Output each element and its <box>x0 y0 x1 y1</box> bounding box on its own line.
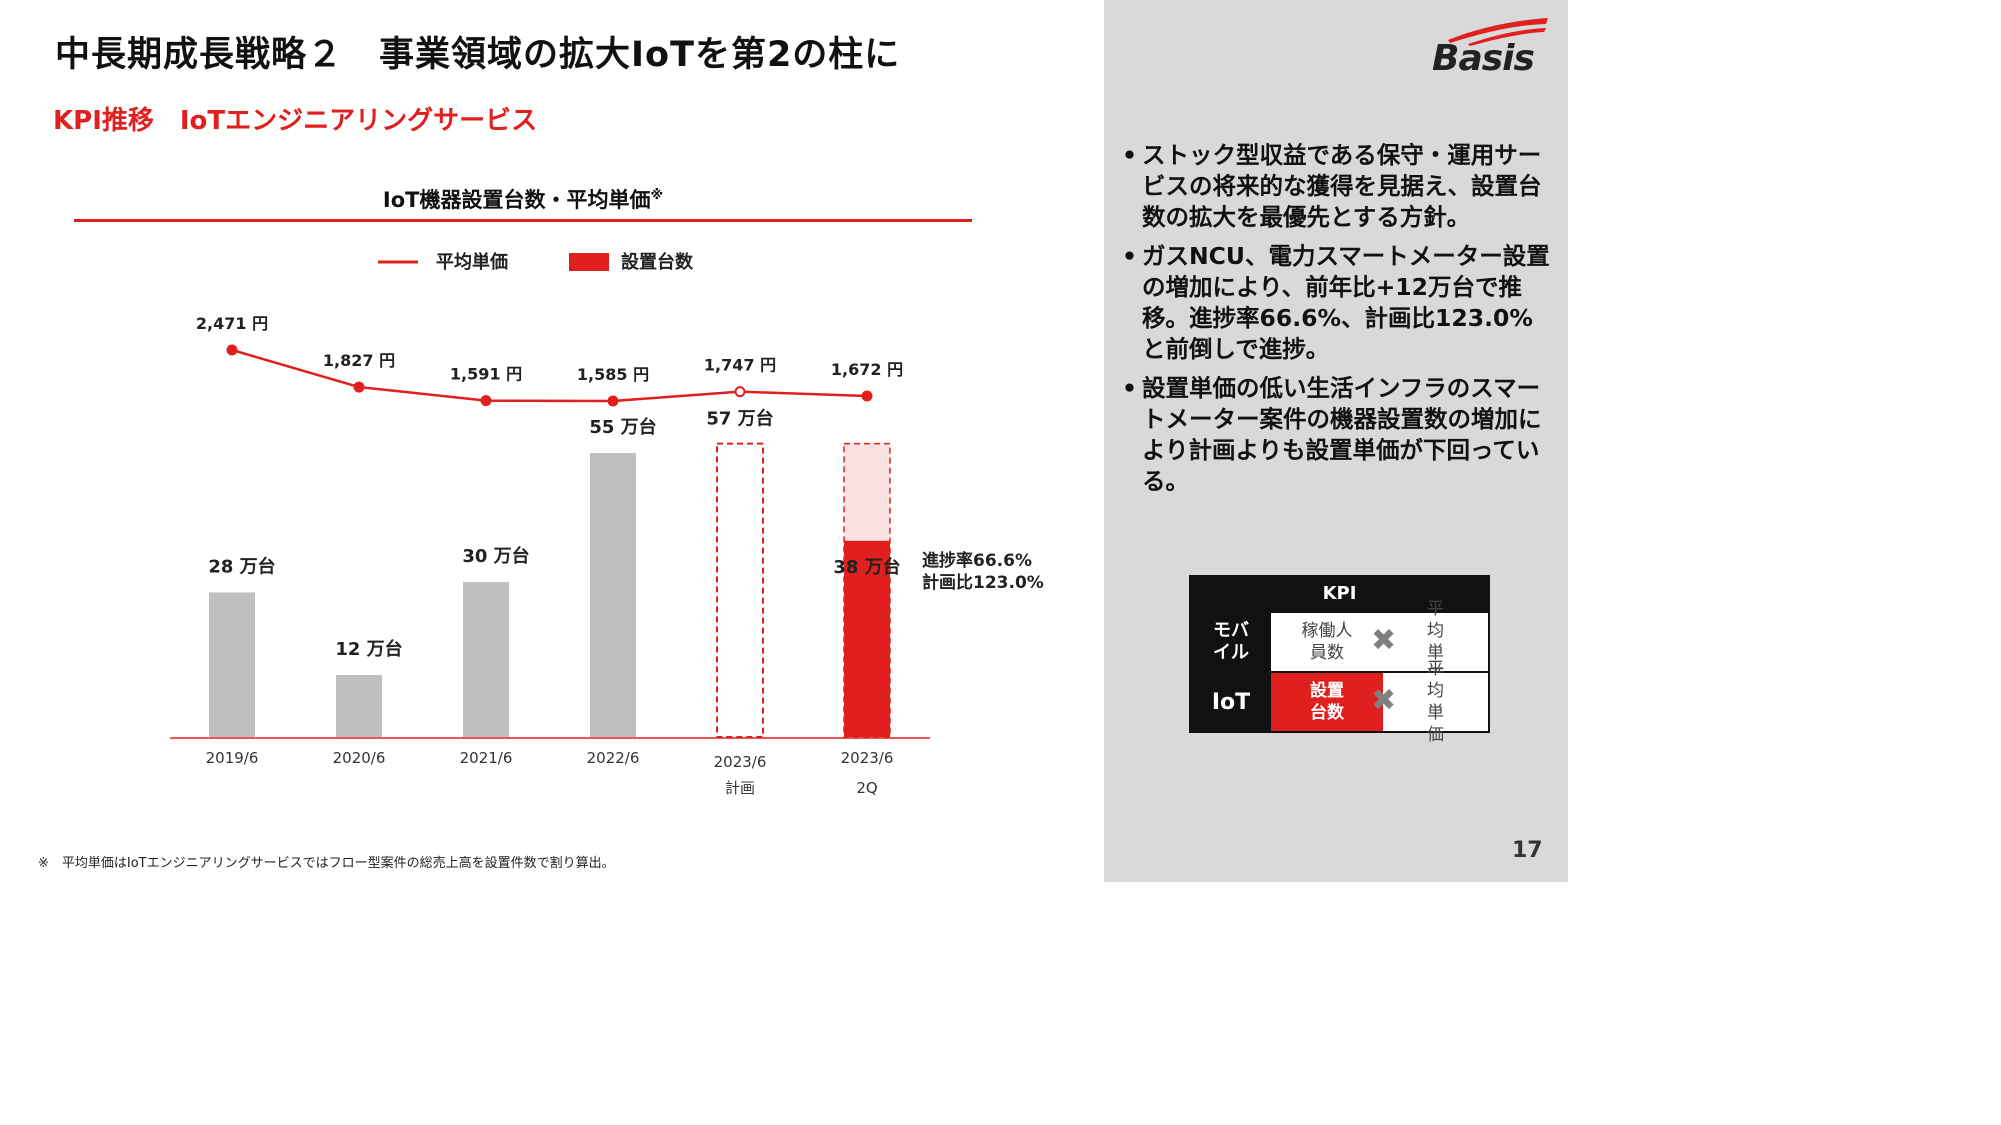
x-tick-label: 2020/6 <box>333 749 386 767</box>
legend-label: 設置台数 <box>621 251 694 273</box>
kpi-metric2: 平均単価 <box>1383 659 1488 745</box>
x-tick-label: 2023/6 <box>714 753 767 771</box>
bar-value-label: 57 万台 <box>706 408 773 430</box>
chart-title: IoT機器設置台数・平均単価※ <box>74 184 972 214</box>
kpi-metric2: 平均単価 <box>1383 599 1488 685</box>
bar <box>463 582 509 737</box>
bullet-item: • 設置単価の低い生活インフラのスマートメーター案件の機器設置数の増加により計画よ… <box>1122 373 1552 497</box>
price-label: 1,591 円 <box>450 365 522 384</box>
bar <box>209 592 255 737</box>
kpi-chart: 平均単価 設置台数 28 万台 12 万台 30 万台 55 万台 57 万台 38 万台 20… <box>170 251 1044 797</box>
bullet-text: ガスNCU、電力スマートメーター設置の増加により、前年比+12万台で推移。進捗率… <box>1142 242 1550 363</box>
x-tick-label: 2021/6 <box>460 749 513 767</box>
x-tick-label: 2019/6 <box>206 749 259 767</box>
basis-logo: Basis <box>1428 16 1550 79</box>
progress-annotation: 計画比123.0% <box>922 572 1044 593</box>
bar-value-label: 12 万台 <box>335 638 402 660</box>
kpi-row-mobile: モバイル 稼働人員数 平均単価 <box>1191 599 1488 685</box>
price-label: 2,471 円 <box>196 314 268 333</box>
legend-bar-swatch <box>569 253 609 271</box>
bullet-item: • ストック型収益である保守・運用サービスの将来的な獲得を見据え、設置台数の拡大を… <box>1122 140 1552 233</box>
logo-text: Basis <box>1432 38 1535 79</box>
chart-title-rule <box>74 219 972 222</box>
bullet-list: • ストック型収益である保守・運用サービスの将来的な獲得を見据え、設置台数の拡大を… <box>1122 140 1552 505</box>
price-label: 1,672 円 <box>831 360 903 379</box>
bullet-marker: • <box>1122 141 1138 169</box>
x-tick-label: 2022/6 <box>587 749 640 767</box>
price-point <box>734 386 746 398</box>
x-tick-label: 2023/6 <box>841 749 894 767</box>
kpi-metric1: 稼働人員数 <box>1271 613 1383 671</box>
price-label: 1,747 円 <box>704 356 776 375</box>
price-point <box>353 381 365 393</box>
bar <box>336 675 382 737</box>
bar-value-label: 28 万台 <box>208 555 275 577</box>
bar <box>590 453 636 737</box>
bar-value-label: 30 万台 <box>462 545 529 567</box>
bullet-text: ストック型収益である保守・運用サービスの将来的な獲得を見据え、設置台数の拡大を最… <box>1142 141 1542 231</box>
price-line <box>231 348 868 403</box>
logo-swoosh-icon <box>1448 18 1548 46</box>
bar-plan <box>716 442 764 738</box>
price-label: 1,585 円 <box>577 365 649 384</box>
x-tick-sublabel: 計画 <box>725 779 755 797</box>
price-point <box>226 344 238 356</box>
bar-value-label: 38 万台 <box>833 556 900 578</box>
kpi-row-label: モバイル <box>1191 613 1271 671</box>
footnote: ※ 平均単価はIoTエンジニアリングサービスではフロー型案件の総売上高を設置件数… <box>38 856 615 871</box>
page-title: 中長期成長戦略２ 事業領域の拡大IoTを第2の柱に <box>55 35 901 75</box>
bar-value-label: 55 万台 <box>589 416 656 438</box>
multiply-icon: ✖ <box>1371 623 1397 658</box>
price-point <box>861 390 873 402</box>
page-number: 17 <box>1512 838 1543 863</box>
right-panel <box>1104 0 1568 882</box>
chart-title-text: IoT機器設置台数・平均単価 <box>382 188 651 212</box>
kpi-metric1: 設置台数 <box>1271 673 1383 731</box>
bullet-text: 設置単価の低い生活インフラのスマートメーター案件の機器設置数の増加により計画より… <box>1142 374 1542 495</box>
kpi-table-header: KPI <box>1191 577 1488 611</box>
progress-annotation: 進捗率66.6% <box>922 550 1032 571</box>
bar <box>844 540 890 737</box>
x-tick-sublabel: 2Q <box>856 779 877 797</box>
legend-label: 平均単価 <box>436 251 508 273</box>
price-label: 1,827 円 <box>323 351 395 370</box>
section-subtitle: KPI推移 IoTエンジニアリングサービス <box>53 106 538 136</box>
price-point <box>607 395 619 407</box>
kpi-table: KPI モバイル 稼働人員数 平均単価 IoT 設置台数 平均単価 ✖ ✖ <box>1189 575 1490 745</box>
kpi-row-iot: IoT 設置台数 平均単価 <box>1191 659 1488 745</box>
bullet-marker: • <box>1122 242 1138 270</box>
bullet-marker: • <box>1122 374 1138 402</box>
kpi-row-label: IoT <box>1191 673 1271 731</box>
chart-title-mark: ※ <box>650 188 664 203</box>
multiply-icon: ✖ <box>1371 683 1397 718</box>
bullet-item: • ガスNCU、電力スマートメーター設置の増加により、前年比+12万台で推移。進捗… <box>1122 241 1552 365</box>
price-point <box>480 395 492 407</box>
